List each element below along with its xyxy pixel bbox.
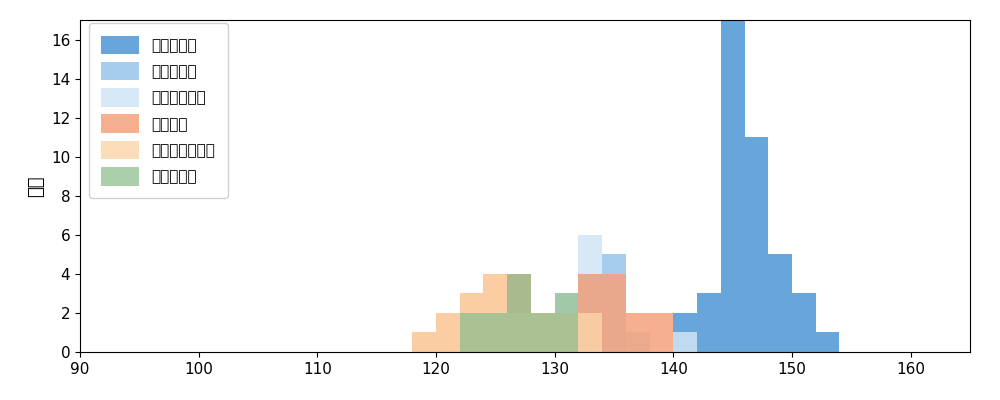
Polygon shape [80, 235, 958, 352]
Polygon shape [80, 274, 958, 352]
Polygon shape [80, 0, 958, 352]
Polygon shape [80, 274, 958, 352]
Y-axis label: 球数: 球数 [27, 175, 45, 197]
Polygon shape [80, 274, 958, 352]
Legend: ストレート, ツーシーム, カットボール, フォーク, チェンジアップ, スライダー: ストレート, ツーシーム, カットボール, フォーク, チェンジアップ, スライ… [89, 23, 228, 198]
Polygon shape [80, 254, 958, 352]
